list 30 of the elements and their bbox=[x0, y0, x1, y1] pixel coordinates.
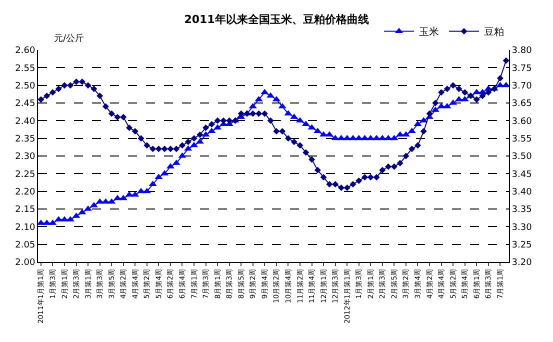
legend-label: 玉米 bbox=[419, 26, 439, 38]
y2-tick-label: 3.40 bbox=[512, 187, 532, 198]
y2-tick-label: 3.75 bbox=[512, 64, 532, 74]
y-tick-label: 2.45 bbox=[15, 99, 36, 110]
y2-tick-label: 3.70 bbox=[512, 81, 532, 92]
legend-label: 豆粕 bbox=[484, 27, 504, 38]
y2-tick-label: 3.65 bbox=[512, 99, 532, 110]
y-tick-label: 2.05 bbox=[15, 240, 36, 250]
y2-tick-label: 3.35 bbox=[512, 205, 532, 216]
y-tick-label: 2.55 bbox=[15, 64, 36, 74]
y-tick-label: 2.30 bbox=[15, 152, 36, 162]
y2-tick-label: 3.50 bbox=[512, 152, 532, 162]
y-tick-label: 2.50 bbox=[15, 81, 36, 92]
y-tick-label: 2.40 bbox=[15, 116, 36, 127]
y2-tick-label: 3.60 bbox=[512, 116, 532, 127]
y2-tick-label: 3.30 bbox=[512, 222, 532, 233]
y2-tick-label: 3.25 bbox=[512, 240, 532, 250]
chart-title: 2011年以来全国玉米、豆粕价格曲线 bbox=[184, 13, 369, 26]
y2-tick-label: 3.55 bbox=[512, 134, 532, 144]
y-tick-label: 2.60 bbox=[15, 46, 36, 56]
y-tick-label: 2.15 bbox=[15, 205, 36, 216]
y-tick-label: 2.35 bbox=[15, 134, 36, 144]
y-tick-label: 2.10 bbox=[15, 222, 36, 233]
y-axis-title: 元/公斤 bbox=[54, 33, 84, 44]
y2-tick-label: 3.20 bbox=[512, 258, 532, 268]
y2-tick-label: 3.80 bbox=[512, 46, 532, 56]
y-tick-label: 2.00 bbox=[15, 258, 36, 268]
y-tick-label: 2.20 bbox=[15, 187, 36, 198]
y2-tick-label: 3.45 bbox=[512, 170, 532, 180]
y-tick-label: 2.25 bbox=[15, 170, 36, 180]
